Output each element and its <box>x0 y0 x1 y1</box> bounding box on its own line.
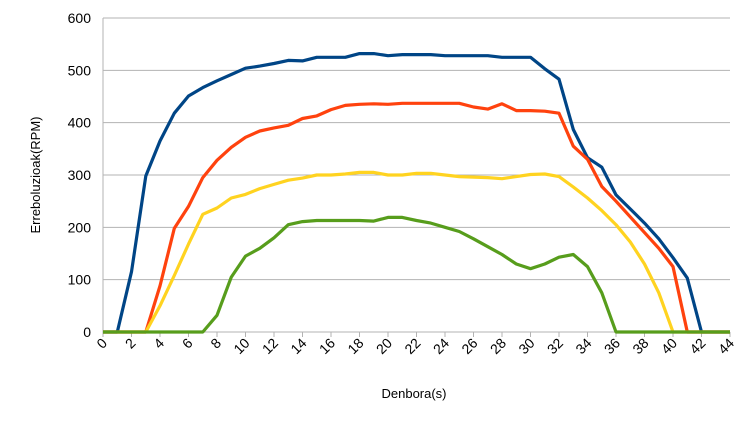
x-tick-label: 26 <box>458 335 480 357</box>
x-tick-label: 0 <box>93 335 110 352</box>
x-axis-title: Denbora(s) <box>381 386 446 401</box>
x-tick-label: 24 <box>430 335 452 357</box>
y-tick-label: 0 <box>83 324 91 340</box>
series-line-4 <box>103 215 730 334</box>
series-line-1 <box>103 51 730 334</box>
x-tick-label: 22 <box>401 335 423 357</box>
y-axis-title: Erreboluzioak(RPM) <box>28 116 43 233</box>
y-tick-labels: 0 100 200 300 400 500 600 <box>68 10 92 340</box>
x-tick-label: 44 <box>715 335 737 357</box>
y-tick-label: 600 <box>68 10 92 26</box>
y-tick-label: 100 <box>68 272 92 288</box>
axes <box>102 18 731 337</box>
x-tick-label: 4 <box>150 335 167 352</box>
x-tick-labels: 0 2 4 6 8 10 12 14 16 18 20 22 24 26 28 30 32 34 36 38 40 42 4… <box>93 335 737 357</box>
y-tick-label: 200 <box>68 219 92 235</box>
x-tick-label: 8 <box>207 335 224 352</box>
series-line-2 <box>103 101 730 334</box>
y-tick-label: 400 <box>68 115 92 131</box>
y-tick-label: 300 <box>68 167 92 183</box>
x-tick-label: 36 <box>601 335 623 357</box>
series-lines <box>103 51 730 334</box>
x-tick-label: 28 <box>487 335 509 357</box>
x-tick-label: 16 <box>316 335 338 357</box>
gridlines <box>103 17 730 281</box>
x-tick-label: 38 <box>629 335 651 357</box>
x-tick-label: 30 <box>515 335 537 357</box>
x-tick-label: 20 <box>373 335 395 357</box>
x-tick-label: 34 <box>572 335 594 357</box>
x-tick-label: 2 <box>122 335 139 352</box>
x-tick-label: 10 <box>230 335 252 357</box>
y-tick-label: 500 <box>68 62 92 78</box>
x-tick-label: 18 <box>344 335 366 357</box>
x-tick-label: 42 <box>686 335 708 357</box>
x-tick-label: 40 <box>658 335 680 357</box>
x-tick-label: 6 <box>179 335 196 352</box>
x-tick-label: 12 <box>259 335 281 357</box>
x-tick-label: 32 <box>544 335 566 357</box>
x-tick-label: 14 <box>287 335 309 357</box>
series-line-3 <box>103 170 730 334</box>
